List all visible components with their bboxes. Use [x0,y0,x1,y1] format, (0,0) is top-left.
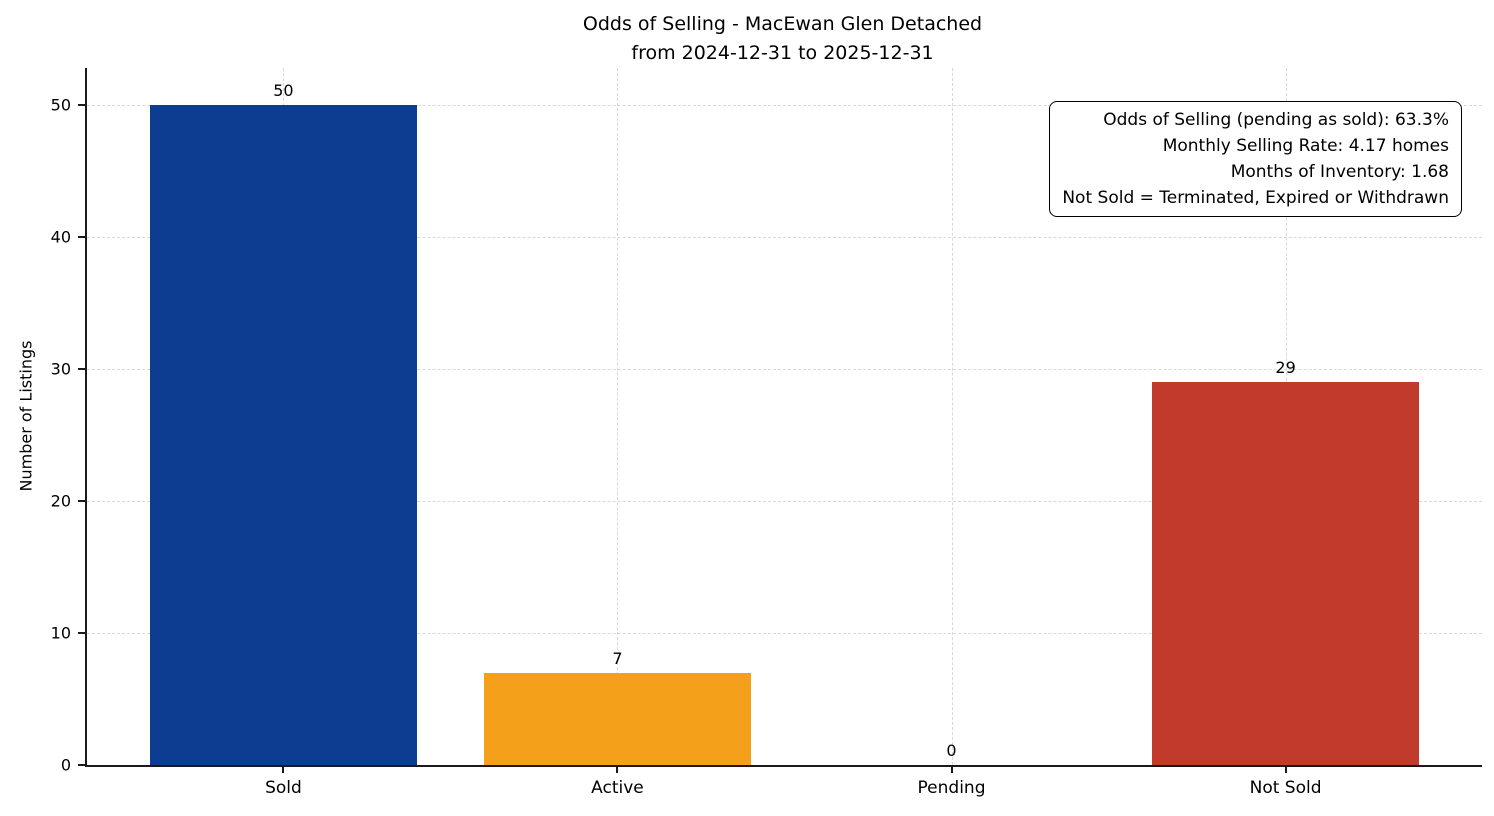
bar-value-label: 7 [612,648,623,668]
stat-odds-of-selling: Odds of Selling (pending as sold): 63.3% [1103,110,1449,130]
y-tick-label: 40 [50,227,71,247]
chart-title-line1: Odds of Selling - MacEwan Glen Detached [582,13,983,35]
chart-title: Odds of Selling - MacEwan Glen Detached … [85,10,1480,68]
stat-monthly-selling-rate: Monthly Selling Rate: 4.17 homes [1162,136,1449,156]
chart-title-line2: from 2024-12-31 to 2025-12-31 [631,42,934,64]
x-tick-label-not-sold: Not Sold [1249,778,1322,798]
gridline-horizontal [87,632,1482,634]
y-axis-tick [78,235,85,238]
x-tick-label-pending: Pending [917,778,986,798]
gridline-vertical [617,68,619,765]
bar-value-label: 0 [946,741,957,760]
y-axis-tick [78,764,85,766]
x-tick-label-active: Active [591,778,644,798]
stats-annotation-box: Odds of Selling (pending as sold): 63.3%… [1049,101,1462,217]
x-axis-tick [950,767,953,773]
bar-value-label: 29 [1275,358,1296,378]
gridline-vertical [951,68,953,765]
y-axis-tick [78,367,85,370]
x-axis-tick [616,767,619,773]
gridline-horizontal [87,368,1482,370]
bar-sold [149,104,418,765]
y-axis-tick [78,499,85,502]
x-tick-label-sold: Sold [265,778,302,798]
x-axis-tick [1284,767,1287,773]
y-tick-label: 30 [50,359,71,379]
plot-area: Odds of Selling (pending as sold): 63.3%… [51,68,1482,798]
stat-not-sold-definition: Not Sold = Terminated, Expired or Withdr… [1062,188,1449,208]
y-axis-tick [78,631,85,634]
y-tick-label: 50 [50,95,71,115]
bar-not-sold [1151,382,1420,765]
gridline-horizontal [87,236,1482,238]
y-tick-label: 10 [50,623,71,643]
y-axis-label: Number of Listings [16,340,36,492]
gridline-horizontal [87,500,1482,502]
y-axis-tick [78,103,85,106]
gridline-horizontal [87,104,1482,106]
y-tick-label: 0 [60,755,71,775]
y-tick-label: 20 [50,491,71,511]
bar-active [483,672,752,765]
stat-months-of-inventory: Months of Inventory: 1.68 [1230,162,1449,182]
bar-value-label: 50 [273,80,294,100]
x-axis-tick [282,767,285,773]
